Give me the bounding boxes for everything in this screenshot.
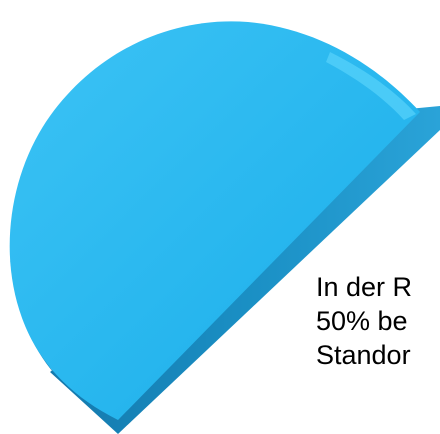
caption-line-2: 50% be [316,306,408,336]
caption-text: In der R 50% be Standor [316,270,440,372]
half-disc-face [9,21,420,420]
caption-line-3: Standor [316,340,411,370]
caption-line-1: In der R [316,272,413,302]
half-disc-highlight [326,52,416,120]
